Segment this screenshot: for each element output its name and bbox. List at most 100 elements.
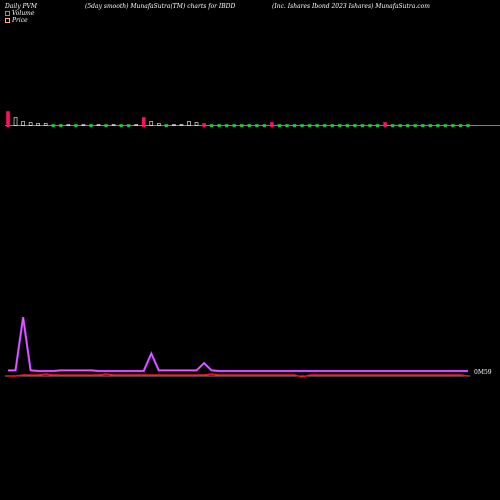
bar-47 bbox=[353, 124, 357, 126]
bar-36 bbox=[270, 122, 274, 126]
bar-27 bbox=[202, 123, 206, 126]
bar-tick-57 bbox=[428, 126, 432, 128]
bar-tick-10 bbox=[74, 126, 78, 128]
bar-tick-7 bbox=[51, 126, 55, 128]
bar-tick-51 bbox=[383, 126, 387, 128]
bar-tick-30 bbox=[225, 126, 229, 128]
bar-tick-34 bbox=[255, 126, 259, 128]
bar-14 bbox=[104, 124, 108, 126]
bar-17 bbox=[126, 124, 131, 126]
bar-tick-19 bbox=[142, 126, 146, 128]
bar-40 bbox=[300, 124, 304, 126]
chart-title: (5day smooth) MunafaSutra(TM) charts for… bbox=[85, 3, 236, 10]
legend-volume-swatch bbox=[5, 11, 10, 16]
bar-tick-61 bbox=[458, 126, 462, 128]
bar-26 bbox=[194, 122, 199, 126]
bar-tick-47 bbox=[353, 126, 357, 128]
bar-tick-40 bbox=[300, 126, 304, 128]
bar-31 bbox=[232, 124, 237, 126]
bar-11 bbox=[81, 124, 86, 126]
legend-volume-label: Volume bbox=[12, 10, 35, 17]
bar-tick-37 bbox=[277, 126, 281, 128]
bar-43 bbox=[322, 124, 327, 126]
price-series-line bbox=[8, 373, 469, 378]
bar-10 bbox=[74, 124, 78, 126]
bar-4 bbox=[28, 122, 33, 126]
bar-tick-50 bbox=[376, 126, 380, 128]
bar-21 bbox=[157, 123, 161, 126]
bar-tick-27 bbox=[202, 126, 206, 128]
bar-tick-54 bbox=[406, 126, 410, 128]
volume-series-highlight bbox=[8, 317, 468, 372]
bar-tick-8 bbox=[59, 126, 63, 128]
bar-37 bbox=[277, 124, 282, 126]
bar-42 bbox=[315, 124, 319, 126]
bar-59 bbox=[443, 124, 448, 126]
bar-tick-17 bbox=[127, 126, 131, 128]
bar-tick-39 bbox=[293, 126, 297, 128]
bar-tick-44 bbox=[330, 126, 334, 128]
volume-series-line bbox=[8, 317, 468, 373]
bar-tick-35 bbox=[262, 126, 266, 128]
chart-header-right: (Inc. Ishares Ibond 2023 Ishares) Munafa… bbox=[272, 3, 430, 10]
bar-58 bbox=[436, 124, 440, 126]
bar-tick-42 bbox=[315, 126, 319, 128]
bar-tick-58 bbox=[436, 126, 440, 128]
bar-44 bbox=[330, 124, 335, 126]
bar-tick-33 bbox=[247, 126, 251, 128]
legend-price: Price bbox=[5, 17, 28, 24]
bar-tick-12 bbox=[89, 126, 93, 128]
bar-tick-31 bbox=[232, 126, 236, 128]
bar-45 bbox=[338, 124, 342, 126]
bar-tick-29 bbox=[217, 126, 221, 128]
bar-tick-56 bbox=[421, 126, 425, 128]
bar-tick-45 bbox=[338, 126, 342, 128]
bar-41 bbox=[307, 124, 312, 126]
last-value-label: 0M59 bbox=[474, 369, 492, 376]
bar-16 bbox=[119, 124, 123, 126]
legend-price-swatch bbox=[5, 18, 10, 23]
bar-22 bbox=[164, 124, 169, 126]
bar-6 bbox=[43, 123, 48, 126]
bar-55 bbox=[413, 124, 418, 126]
bar-38 bbox=[285, 124, 289, 126]
bar-15 bbox=[111, 124, 116, 126]
bar-13 bbox=[96, 124, 101, 126]
bar-48 bbox=[360, 124, 365, 126]
bar-61 bbox=[458, 124, 463, 126]
bar-tick-32 bbox=[240, 126, 244, 128]
bar-24 bbox=[179, 124, 184, 126]
bar-9 bbox=[66, 124, 71, 126]
bar-tick-48 bbox=[360, 126, 364, 128]
bar-tick-14 bbox=[104, 126, 108, 128]
bar-tick-59 bbox=[443, 126, 447, 128]
bar-tick-46 bbox=[345, 126, 349, 128]
bar-tick-1 bbox=[6, 126, 10, 128]
bar-8 bbox=[58, 124, 63, 126]
bar-12 bbox=[89, 124, 93, 126]
bar-52 bbox=[390, 124, 395, 126]
bar-tick-38 bbox=[285, 126, 289, 128]
bar-tick-28 bbox=[210, 126, 214, 128]
bar-18 bbox=[134, 124, 138, 126]
bar-7 bbox=[51, 124, 56, 126]
bar-62 bbox=[466, 124, 470, 126]
bar-tick-52 bbox=[391, 126, 395, 128]
bar-2 bbox=[13, 117, 18, 126]
bar-51 bbox=[383, 122, 387, 126]
bar-tick-43 bbox=[323, 126, 327, 128]
bar-50 bbox=[375, 124, 380, 126]
bar-28 bbox=[209, 124, 214, 126]
bar-20 bbox=[149, 121, 154, 126]
bar-tick-53 bbox=[398, 126, 402, 128]
bar-tick-62 bbox=[466, 126, 470, 128]
bar-57 bbox=[428, 124, 433, 126]
bar-tick-16 bbox=[119, 126, 123, 128]
bar-32 bbox=[239, 124, 244, 126]
bar-5 bbox=[36, 123, 40, 126]
bar-39 bbox=[292, 124, 297, 126]
bar-56 bbox=[420, 124, 425, 126]
bar-3 bbox=[21, 121, 25, 126]
bar-tick-55 bbox=[413, 126, 417, 128]
